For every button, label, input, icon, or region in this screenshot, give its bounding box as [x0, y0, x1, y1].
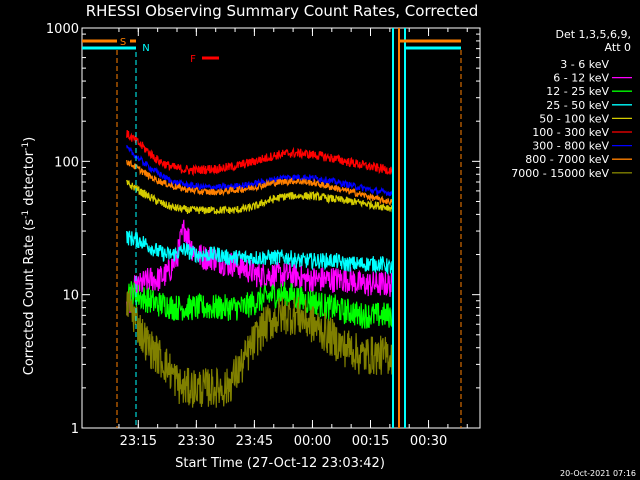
sun-marker-label: S — [120, 37, 126, 48]
y-axis-label: Corrected Count Rate (s-1 detector-1) — [21, 137, 37, 375]
legend-label-1: 6 - 12 keV — [553, 72, 609, 85]
legend-label-5: 100 - 300 keV — [532, 126, 609, 139]
y-axis-label-mid: detector — [22, 150, 37, 210]
legend-label-2: 12 - 25 keV — [546, 85, 609, 98]
y-axis-label-end: ) — [22, 137, 37, 142]
x-tick-label: 00:00 — [294, 434, 331, 449]
x-tick-label: 23:30 — [178, 434, 215, 449]
x-tick-label: 23:15 — [120, 434, 157, 449]
night-marker-label: N — [142, 43, 149, 54]
legend-label-6: 300 - 800 keV — [532, 140, 609, 153]
svg-text:Corrected Count Rate (s-1 dete: Corrected Count Rate (s-1 detector-1) — [21, 137, 37, 375]
y-axis-label-main: Corrected Count Rate (s — [22, 219, 37, 376]
legend-label-8: 7000 - 15000 keV — [511, 167, 609, 180]
flare-marker-label: F — [190, 54, 196, 65]
legend-label-7: 800 - 7000 keV — [525, 153, 609, 166]
legend-label-3: 25 - 50 keV — [546, 99, 609, 112]
x-tick-label: 00:30 — [410, 434, 447, 449]
series-line-8 — [126, 289, 394, 408]
timestamp: 20-Oct-2021 07:16 — [560, 469, 636, 478]
legend-header-1: Det 1,3,5,6,9, — [555, 28, 631, 41]
series-line-7 — [126, 159, 394, 206]
x-axis-label: Start Time (27-Oct-12 23:03:42) — [175, 456, 385, 471]
x-tick-label: 00:15 — [352, 434, 389, 449]
series-line-4 — [126, 179, 394, 215]
chart-title: RHESSI Observing Summary Count Rates, Co… — [86, 2, 479, 20]
y-tick-label: 1 — [71, 422, 79, 437]
series-group — [126, 129, 394, 408]
series-line-3 — [126, 230, 394, 275]
y-tick-label: 10 — [62, 289, 79, 304]
plot-frame — [81, 27, 481, 429]
y-tick-label: 100 — [54, 155, 79, 170]
legend-label-0: 3 - 6 keV — [560, 58, 609, 71]
series-line-2 — [126, 281, 394, 329]
series-line-5 — [126, 129, 394, 177]
series-line-1 — [126, 219, 394, 316]
y-axis-label-sup-1: -1 — [21, 210, 31, 219]
y-axis-label-sup-2: -1 — [21, 142, 31, 151]
plot-area: 1 10 100 1000 23:15 23:30 23:45 00:00 00:15 00:30… — [46, 22, 481, 449]
legend-label-4: 50 - 100 keV — [539, 112, 609, 125]
legend-header-2: Att 0 — [605, 41, 631, 54]
y-tick-label: 1000 — [46, 22, 79, 37]
x-tick-label: 23:45 — [236, 434, 273, 449]
